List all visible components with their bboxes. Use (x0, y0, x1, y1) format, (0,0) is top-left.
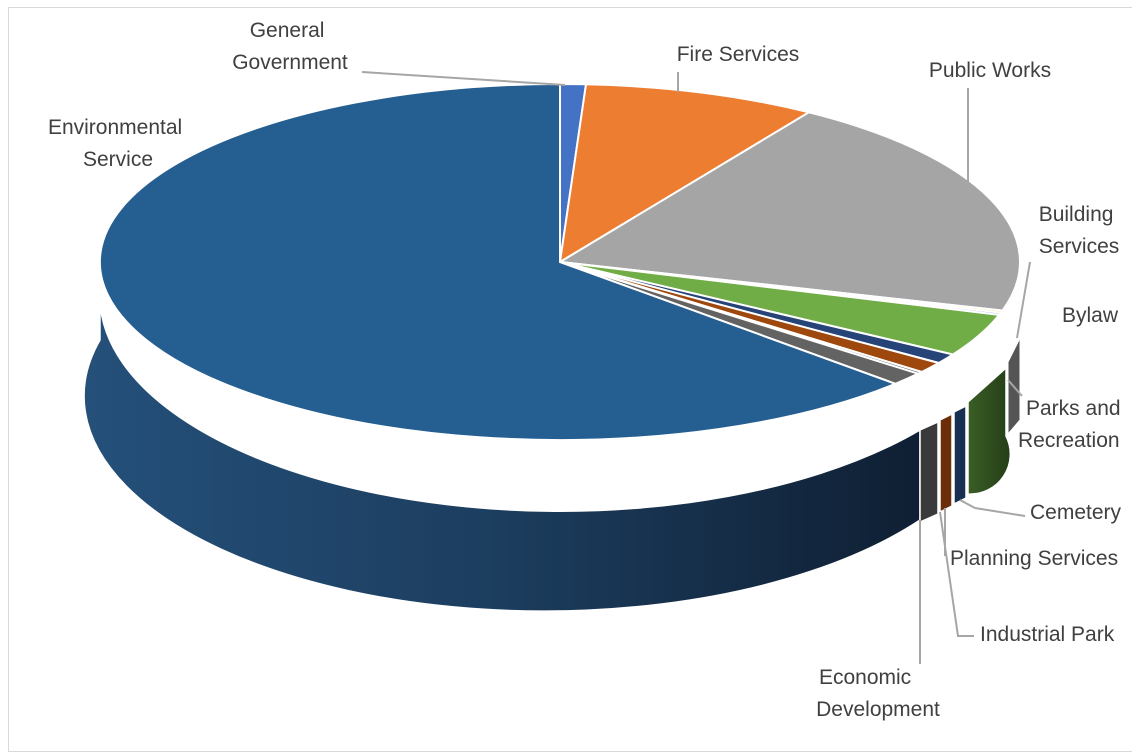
data-labels: General Government Fire Services Public … (48, 19, 1126, 721)
leader-parks (1007, 379, 1023, 397)
label-bylaw: Bylaw (1062, 304, 1119, 327)
label-economic-development: Economic Development (816, 666, 940, 721)
pie-slices (98, 82, 1021, 441)
label-parks-and-recreation: Parks and Recreation (1018, 397, 1126, 452)
leader-building-services (1016, 261, 1031, 339)
slice-public-works (556, 111, 1021, 312)
slice-environmental-service (98, 82, 899, 441)
leader-industrial-park (939, 511, 974, 637)
slice-fire-services (558, 83, 812, 264)
cemetery-side (953, 404, 967, 506)
pie-side-walls (83, 299, 1021, 612)
parks-side (967, 366, 1012, 495)
label-environmental-service: Environmental Service (48, 116, 188, 171)
leader-lines (361, 71, 1031, 664)
label-industrial-park: Industrial Park (980, 623, 1115, 646)
label-public-works: Public Works (929, 59, 1051, 82)
label-planning-services: Planning Services (950, 547, 1118, 570)
leader-general-government (361, 71, 566, 86)
label-cemetery: Cemetery (1030, 501, 1122, 524)
label-fire-services: Fire Services (677, 43, 800, 66)
planning-services-side (939, 412, 953, 514)
label-general-government: General Government (232, 19, 348, 74)
economic-development-side (919, 420, 939, 524)
label-building-services: Building Services (1039, 203, 1120, 258)
leader-cemetery (959, 499, 1026, 517)
environmental-service-side (83, 299, 921, 612)
